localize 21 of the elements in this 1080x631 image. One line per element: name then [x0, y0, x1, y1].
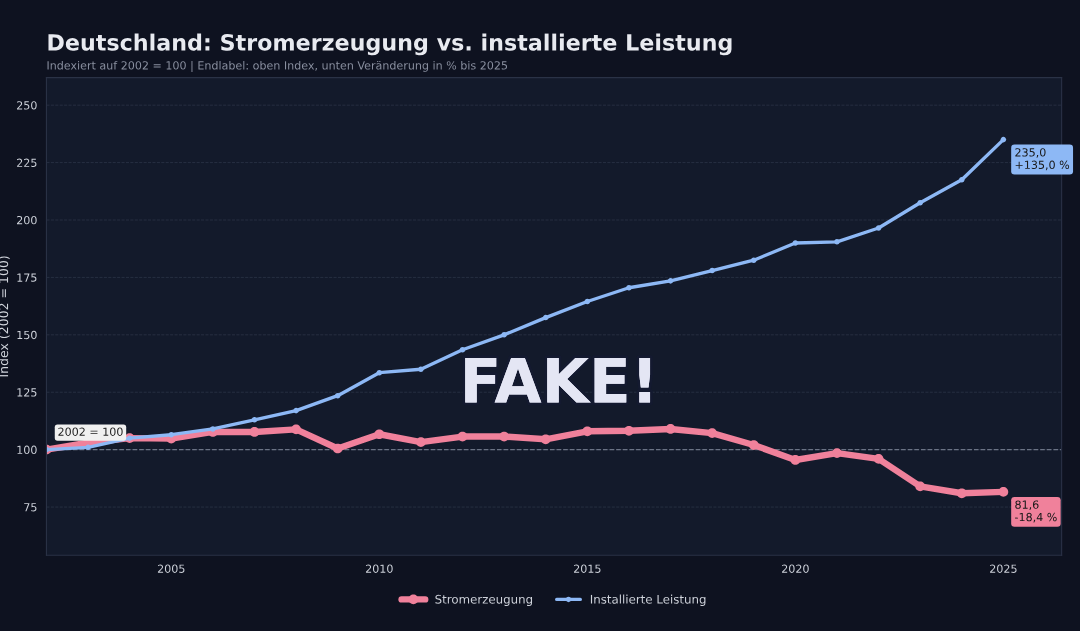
- x-tick-label: 2020: [782, 564, 809, 573]
- x-tick-label: 2015: [574, 564, 601, 573]
- x-tick-label: 2005: [157, 564, 185, 573]
- y-tick-label: 100: [17, 445, 37, 455]
- annotation: 81,6 -18,4 %: [1015, 500, 1057, 523]
- chart-title: Deutschland: Stromerzeugung vs. installierte Leistung: [48, 33, 732, 56]
- y-tick-label: 75: [24, 503, 37, 512]
- y-tick-label: 175: [17, 273, 37, 282]
- y-tick-label: 200: [17, 215, 37, 225]
- x-tick-label: 2010: [365, 564, 393, 573]
- y-tick-label: 125: [17, 388, 37, 397]
- ref-line-label: 2002 = 100: [58, 427, 123, 436]
- annotation: FAKE!: [465, 358, 651, 403]
- y-tick-label: 250: [17, 101, 37, 110]
- legend-label: Stromerzeugung: [435, 594, 533, 606]
- y-tick-label: 225: [17, 158, 37, 167]
- y-tick-label: 150: [17, 330, 37, 340]
- chart-subtitle: Indexiert auf 2002 = 100 | Endlabel: oben Index, unten Veränderung in % bis 2025: [47, 60, 508, 73]
- legend-label: Installierte Leistung: [590, 594, 706, 606]
- x-tick-label: 2025: [990, 564, 1017, 573]
- annotation: 235,0 +135,0 %: [1015, 148, 1070, 171]
